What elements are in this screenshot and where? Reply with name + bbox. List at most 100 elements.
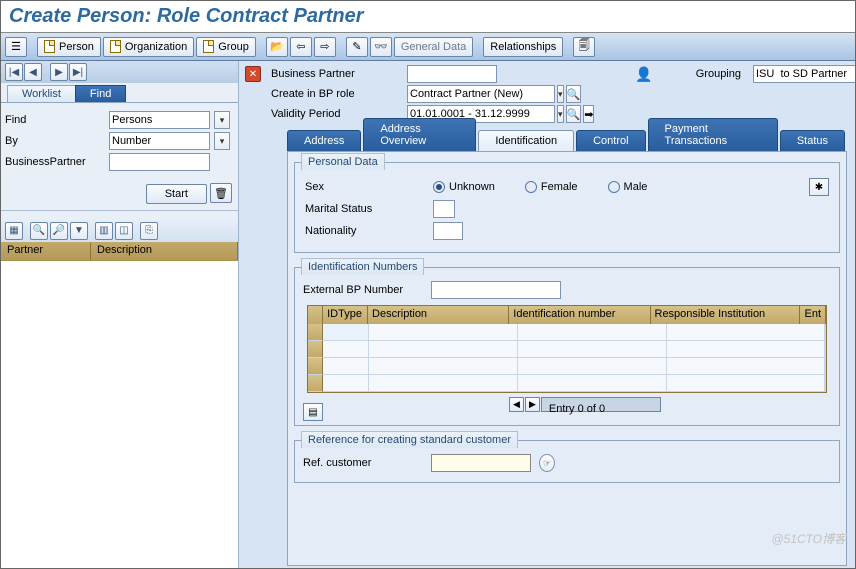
row-select-col — [308, 306, 323, 324]
start-button[interactable]: Start — [146, 184, 207, 204]
sex-label: Sex — [305, 181, 425, 193]
tab-address[interactable]: Address — [287, 130, 361, 151]
personal-data-title: Personal Data — [301, 153, 385, 170]
content-tabs: Address Address Overview Identification … — [239, 127, 855, 151]
tab-find[interactable]: Find — [75, 85, 126, 102]
grouping-label: Grouping — [661, 68, 741, 80]
person-icon: 👤 — [635, 66, 655, 83]
back-icon[interactable]: ◀ — [24, 63, 42, 81]
right-pane: ✕ Business Partner 👤 Grouping ▾ Create i… — [239, 61, 855, 568]
page-icon — [110, 40, 121, 53]
grouping-input[interactable] — [753, 65, 855, 83]
create-role-input[interactable] — [407, 85, 555, 103]
watermark: @51CTO博客 — [771, 530, 846, 547]
find-drop-icon[interactable]: ▾ — [214, 111, 230, 129]
col-partner[interactable]: Partner — [1, 242, 91, 260]
tab-identification[interactable]: Identification — [478, 130, 574, 151]
validity-go-icon[interactable]: ➡ — [583, 105, 594, 123]
ext-bp-input[interactable] — [431, 281, 561, 299]
ref-cust-input[interactable] — [431, 454, 531, 472]
left-tabs: Worklist Find — [1, 83, 238, 103]
detail-icon[interactable]: ▦ — [5, 222, 23, 240]
person-button[interactable]: Person — [37, 37, 101, 57]
marital-label: Marital Status — [305, 203, 425, 215]
find-form: Find ▾ By ▾ BusinessPartner — [1, 103, 238, 179]
trash-icon[interactable]: 🗑 — [210, 183, 232, 203]
col-resp[interactable]: Responsible Institution — [651, 306, 801, 324]
group-button[interactable]: Group — [196, 37, 256, 57]
page-title: Create Person: Role Contract Partner — [1, 1, 855, 33]
left-pane: |◀ ◀ ▶ ▶| Worklist Find Find ▾ By ▾ Busi… — [1, 61, 239, 568]
find-input[interactable] — [109, 111, 210, 129]
find2-icon[interactable]: 🔎 — [50, 222, 68, 240]
role-search-icon[interactable]: 🔍 — [566, 85, 582, 103]
last-icon[interactable]: ▶| — [69, 63, 87, 81]
find-label: Find — [5, 114, 105, 126]
radio-female[interactable]: Female — [525, 181, 578, 193]
prev-icon[interactable]: ⇦ — [290, 37, 312, 57]
validity-drop-icon[interactable]: ▾ — [557, 105, 564, 123]
by-input[interactable] — [109, 132, 210, 150]
cols-icon[interactable]: ▥ — [95, 222, 113, 240]
result-grid-body[interactable] — [1, 260, 238, 569]
col-entry[interactable]: Ent — [800, 306, 826, 324]
col-idtype[interactable]: IDType — [323, 306, 368, 324]
sex-radio-group: Unknown Female Male — [433, 181, 647, 193]
tab-status[interactable]: Status — [780, 130, 845, 151]
first-icon[interactable]: |◀ — [5, 63, 23, 81]
nav-controls: |◀ ◀ ▶ ▶| — [1, 61, 238, 83]
expand-icon[interactable]: ✱ — [809, 178, 829, 196]
organization-button[interactable]: Organization — [103, 37, 194, 57]
filter-icon[interactable]: ▼ — [70, 222, 88, 240]
by-drop-icon[interactable]: ▾ — [214, 132, 230, 150]
ref-cust-search-icon[interactable]: ☞ — [539, 454, 555, 472]
menu-icon[interactable]: ☰ — [5, 37, 27, 57]
tab-address-overview[interactable]: Address Overview — [363, 118, 476, 151]
table-row[interactable] — [308, 375, 826, 392]
result-grid-header: Partner Description — [1, 242, 238, 260]
check-icon[interactable]: ✎ — [346, 37, 368, 57]
glasses-icon[interactable]: 👓 — [370, 37, 392, 57]
col-description[interactable]: Description — [91, 242, 238, 260]
find-icon[interactable]: 🔍 — [30, 222, 48, 240]
general-data-button[interactable]: General Data — [394, 37, 473, 57]
table-row[interactable] — [308, 324, 826, 341]
id-table: IDType Description Identification number… — [307, 305, 827, 393]
next-icon[interactable]: ⇨ — [314, 37, 336, 57]
table-settings-icon[interactable]: ▤ — [303, 403, 323, 421]
role-drop-icon[interactable]: ▾ — [557, 85, 564, 103]
col-desc[interactable]: Description — [368, 306, 509, 324]
by-label: By — [5, 135, 105, 147]
bp-input[interactable] — [109, 153, 210, 171]
marital-input[interactable] — [433, 200, 455, 218]
ref-title: Reference for creating standard customer — [301, 431, 518, 448]
fwd-icon[interactable]: ▶ — [50, 63, 68, 81]
page-icon — [203, 40, 214, 53]
idnum-title: Identification Numbers — [301, 258, 424, 275]
ext-bp-label: External BP Number — [303, 284, 423, 296]
radio-male[interactable]: Male — [608, 181, 648, 193]
ref-cust-label: Ref. customer — [303, 457, 423, 469]
table-row[interactable] — [308, 358, 826, 375]
bp-label: BusinessPartner — [5, 156, 105, 168]
tab-worklist[interactable]: Worklist — [7, 85, 76, 102]
radio-unknown[interactable]: Unknown — [433, 181, 495, 193]
export-icon[interactable]: ⎘ — [140, 222, 158, 240]
result-toolbar: ▦ 🔍 🔎 ▼ ▥ ◫ ⎘ — [1, 220, 238, 242]
bp-number-input[interactable] — [407, 65, 497, 83]
tab-payment[interactable]: Payment Transactions — [648, 118, 778, 151]
col-idnumber[interactable]: Identification number — [509, 306, 650, 324]
table-row[interactable] — [308, 341, 826, 358]
relationships-button[interactable]: Relationships — [483, 37, 563, 57]
overview-icon[interactable]: 🗐 — [573, 37, 595, 57]
open-icon[interactable]: 📂 — [266, 37, 288, 57]
tab-control[interactable]: Control — [576, 130, 645, 151]
cols2-icon[interactable]: ◫ — [115, 222, 133, 240]
close-icon[interactable]: ✕ — [245, 66, 261, 82]
nationality-label: Nationality — [305, 225, 425, 237]
main-toolbar: ☰ Person Organization Group 📂 ⇦ ⇨ ✎ 👓 Ge… — [1, 33, 855, 61]
nationality-input[interactable] — [433, 222, 463, 240]
page-icon — [44, 40, 55, 53]
bp-number-label: Business Partner — [271, 68, 401, 80]
validity-search-icon[interactable]: 🔍 — [566, 105, 582, 123]
